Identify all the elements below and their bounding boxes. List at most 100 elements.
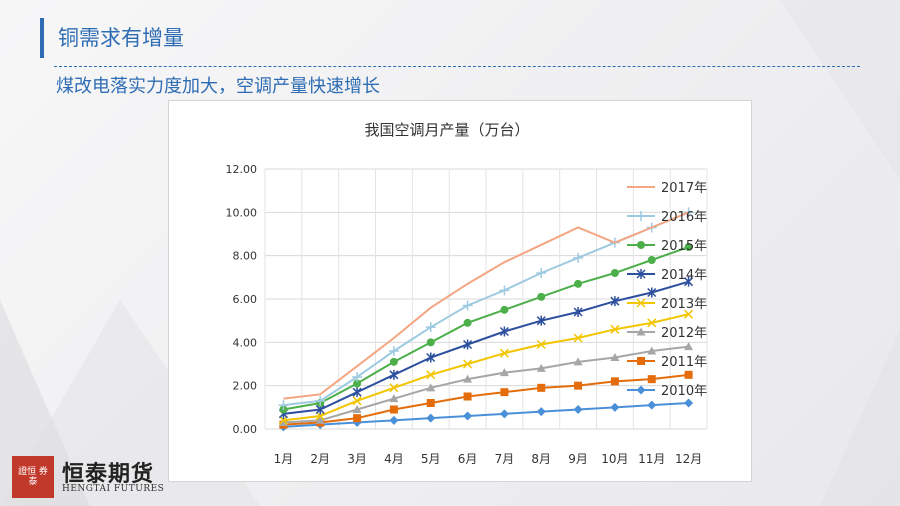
legend-label: 2014年 [661, 268, 707, 283]
x-tick-label: 3月 [347, 452, 367, 466]
data-point [684, 398, 694, 408]
slide-subtitle: 煤改电落实力度加大，空调产量快速增长 [56, 76, 380, 97]
series-line [283, 373, 689, 426]
data-point [573, 307, 583, 317]
data-point [536, 407, 546, 417]
data-point [536, 363, 546, 372]
data-point [574, 381, 583, 390]
x-tick-label: 8月 [531, 452, 551, 466]
y-tick-label: 12.00 [226, 163, 258, 176]
data-point [610, 269, 619, 277]
x-tick-label: 10月 [601, 452, 628, 466]
title-divider [54, 66, 860, 67]
data-point [352, 387, 362, 398]
y-tick-label: 0.00 [233, 423, 258, 436]
x-tick-label: 12月 [675, 452, 702, 466]
data-point [684, 243, 693, 251]
data-point [573, 357, 583, 366]
data-point [463, 339, 473, 350]
data-point [426, 352, 436, 363]
data-point [647, 256, 656, 264]
legend-label: 2015年 [661, 239, 707, 254]
series-2015年 [279, 243, 693, 414]
data-point [610, 377, 619, 386]
data-point [352, 405, 362, 413]
data-point [636, 298, 646, 308]
series-line [283, 402, 689, 428]
data-point [499, 409, 509, 419]
data-point [462, 300, 473, 311]
series-2013年 [278, 309, 694, 425]
series-line [283, 246, 689, 411]
data-point [426, 383, 436, 392]
series-line [283, 280, 689, 415]
data-point [278, 418, 288, 426]
data-point [463, 411, 473, 421]
x-tick-label: 1月 [274, 452, 294, 466]
data-point [426, 370, 436, 380]
legend-entry-2011年: 2011年 [627, 355, 707, 370]
data-point [426, 413, 436, 423]
x-tick-label: 11月 [638, 452, 665, 466]
data-point [684, 342, 694, 351]
y-tick-label: 4.00 [233, 336, 258, 349]
data-point [463, 359, 473, 369]
data-point [500, 388, 509, 397]
data-point [500, 305, 509, 314]
data-point [684, 276, 694, 287]
data-point [352, 396, 362, 406]
y-tick-label: 10.00 [226, 206, 258, 219]
x-tick-label: 5月 [421, 452, 441, 466]
data-point [389, 394, 399, 403]
data-point [352, 372, 363, 382]
data-point [636, 327, 646, 336]
data-point [389, 405, 398, 414]
data-point [647, 287, 657, 298]
data-point [426, 399, 435, 407]
chart-panel: 我国空调月产量（万台） 0.00 2.00 4.00 6.00 8.00 10.00 12.… [168, 100, 752, 482]
data-point [610, 296, 620, 307]
data-point [499, 348, 509, 358]
data-point [637, 357, 645, 365]
data-point [499, 326, 509, 337]
data-point [573, 252, 584, 263]
series-line [283, 345, 689, 424]
data-point [637, 241, 645, 249]
data-point [426, 338, 435, 347]
legend-entry-2014年: 2014年 [627, 268, 707, 283]
data-point [610, 324, 620, 334]
data-point [536, 268, 547, 278]
series-line [283, 211, 689, 400]
data-point [647, 318, 657, 328]
data-point [499, 285, 510, 296]
logo-name: 恒泰期货 [62, 462, 155, 487]
legend-label: 2017年 [661, 181, 707, 196]
x-tick-label: 2月 [310, 452, 330, 466]
data-point [647, 400, 657, 410]
data-point [537, 383, 546, 392]
x-tick-label: 7月 [495, 452, 515, 466]
x-tick-label: 6月 [458, 452, 478, 466]
y-tick-label: 2.00 [233, 380, 258, 393]
data-point [463, 374, 473, 383]
chart-title: 我国空调月产量（万台） [364, 121, 529, 139]
data-point [278, 400, 289, 411]
data-point [425, 322, 436, 333]
data-point [315, 411, 325, 421]
company-logo: 證恒 券泰 恒泰期货 HENGTAI FUTURES [12, 454, 192, 500]
data-point [499, 368, 509, 377]
data-point [278, 415, 288, 425]
data-point [388, 346, 399, 356]
y-tick-label: 8.00 [233, 250, 258, 263]
data-point [315, 395, 326, 406]
data-point [389, 415, 399, 425]
slide-title-bar: 铜需求有增量 [40, 18, 860, 58]
data-point [389, 357, 398, 366]
data-point [389, 369, 399, 380]
data-point [315, 415, 325, 424]
data-point [573, 333, 583, 343]
data-point [353, 414, 362, 423]
data-point [536, 339, 546, 350]
legend-label: 2012年 [661, 326, 707, 341]
data-point [463, 318, 472, 327]
